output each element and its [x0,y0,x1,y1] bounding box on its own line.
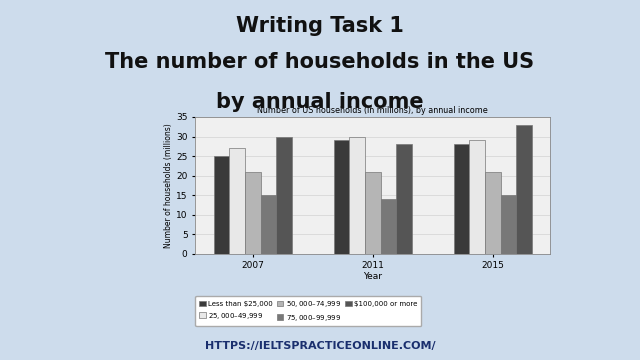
Bar [334,140,349,254]
Bar [454,144,469,254]
Bar [214,156,229,254]
Bar [500,195,516,254]
X-axis label: Year: Year [364,272,382,281]
Text: HTTPS://IELTSPRACTICEONLINE.COM/: HTTPS://IELTSPRACTICEONLINE.COM/ [205,341,435,351]
Bar [245,172,260,254]
Text: The number of households in the US: The number of households in the US [106,52,534,72]
Bar [396,144,412,254]
Legend: Less than $25,000, $25,000–$49,999, $50,000–$74,999, $75,000–$99,999, $100,000 o: Less than $25,000, $25,000–$49,999, $50,… [195,296,421,326]
Bar [276,136,292,254]
Bar [349,136,365,254]
Bar [365,172,381,254]
Bar [260,195,276,254]
Y-axis label: Number of households (millions): Number of households (millions) [164,123,173,248]
Bar [381,199,396,254]
Bar [469,140,485,254]
Bar [516,125,532,254]
Title: Number of US households (in millions), by annual income: Number of US households (in millions), b… [257,106,488,115]
Text: by annual income: by annual income [216,92,424,112]
Text: Writing Task 1: Writing Task 1 [236,16,404,36]
Bar [229,148,245,254]
Bar [485,172,500,254]
